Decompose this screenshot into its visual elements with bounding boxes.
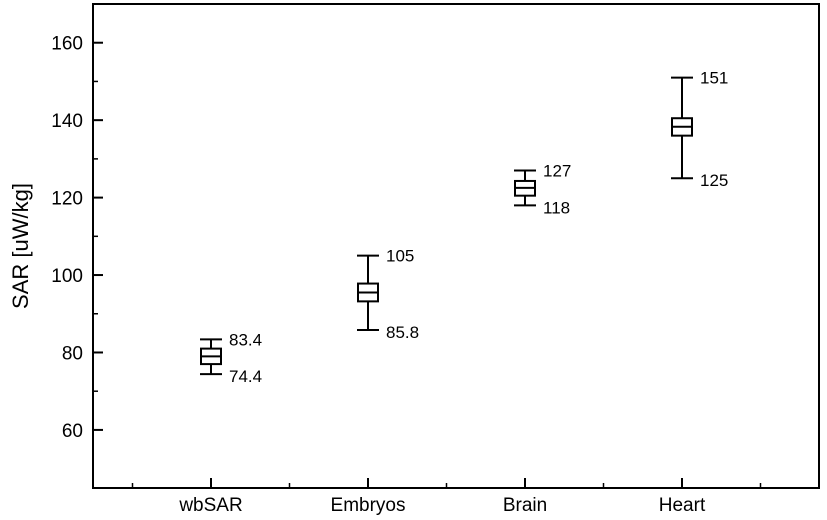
max-value-label: 83.4 [229, 330, 262, 349]
box-wbsar: 83.4 74.4 [200, 330, 262, 386]
box-heart: 151 125 [671, 69, 728, 190]
max-value-label: 127 [543, 161, 571, 180]
x-category-label: Embryos [331, 495, 406, 516]
y-axis: 60 80 100 120 140 160 [51, 34, 103, 442]
y-tick-label: 120 [51, 189, 83, 210]
y-axis-title: SAR [uW/kg] [8, 183, 33, 309]
min-value-label: 85.8 [386, 323, 419, 342]
x-axis: wbSAR Embryos Brain Heart [131, 478, 762, 516]
boxes-layer: 83.4 74.4 105 85.8 127 118 151 125 [200, 69, 728, 386]
y-tick-label: 140 [51, 111, 83, 132]
min-value-label: 74.4 [229, 367, 262, 386]
box-brain: 127 118 [514, 161, 571, 217]
min-value-label: 125 [700, 171, 728, 190]
x-category-label: Heart [659, 495, 706, 516]
x-category-label: Brain [503, 495, 547, 516]
max-value-label: 105 [386, 247, 414, 266]
x-category-label: wbSAR [178, 495, 242, 516]
max-value-label: 151 [700, 69, 728, 88]
y-tick-label: 160 [51, 34, 83, 55]
plot-frame [92, 3, 820, 489]
box-embryos: 105 85.8 [357, 247, 419, 342]
min-value-label: 118 [543, 198, 570, 217]
y-tick-label: 80 [62, 343, 83, 364]
y-tick-label: 60 [62, 421, 83, 442]
y-tick-label: 100 [51, 266, 83, 287]
